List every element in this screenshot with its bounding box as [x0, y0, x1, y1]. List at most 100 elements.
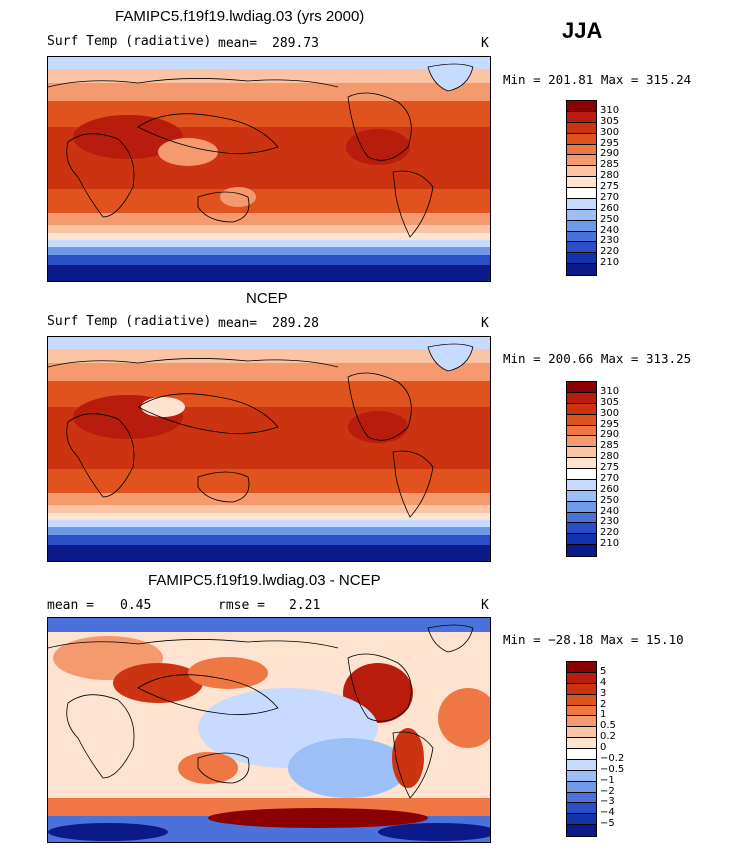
- panel1-colorbar-tick-label: 305: [600, 115, 620, 127]
- panel3-colorbar: [566, 661, 597, 837]
- panel3-colorbar-swatch: [567, 814, 596, 826]
- panel1-colorbar-swatch: [567, 166, 596, 178]
- panel2-colorbar-swatch: [567, 382, 596, 393]
- panel2-colorbar-tick-label: 285: [600, 440, 620, 452]
- panel2-mean-value: 289.28: [272, 316, 319, 331]
- panel2-title: NCEP: [246, 290, 288, 307]
- panel3-colorbar-tick-label: 3: [600, 687, 607, 699]
- panel2-colorbar-tick-label: 250: [600, 494, 620, 506]
- panel3-colorbar-tick-label: 5: [600, 665, 607, 677]
- panel2-units: K: [481, 316, 489, 331]
- panel2-colorbar-swatch: [567, 523, 596, 535]
- panel2-colorbar-tick-label: 260: [600, 483, 620, 495]
- panel1-colorbar: [566, 100, 597, 276]
- panel3-minmax: Min = −28.18 Max = 15.10: [503, 632, 684, 647]
- panel2-colorbar-tick-label: 210: [600, 538, 620, 550]
- panel3-colorbar-swatch: [567, 825, 596, 836]
- panel2-colorbar-swatch: [567, 392, 596, 404]
- panel2-colorbar-tick-label: 220: [600, 527, 620, 539]
- panel2-colorbar-tick-label: 295: [600, 418, 620, 430]
- panel1-colorbar-swatch: [567, 101, 596, 112]
- panel2-colorbar-tick-label: 290: [600, 429, 620, 441]
- panel3-colorbar-tick-label: −1: [600, 774, 615, 786]
- panel3-colorbar-swatch: [567, 683, 596, 695]
- panel1-colorbar-tick-label: 300: [600, 126, 620, 138]
- panel2-minmax: Min = 200.66 Max = 313.25: [503, 351, 692, 366]
- panel2-colorbar-tick-label: 230: [600, 516, 620, 528]
- panel2-colorbar-swatch: [567, 469, 596, 480]
- panel3-colorbar-swatch: [567, 781, 596, 793]
- panel3-colorbar-tick-label: 2: [600, 698, 607, 710]
- panel1-colorbar-tick-label: 220: [600, 246, 620, 258]
- panel2-colorbar-swatch: [567, 501, 596, 513]
- panel2-mean-label: mean=: [218, 316, 258, 331]
- panel2-map: [47, 336, 491, 562]
- panel2-colorbar-swatch: [567, 414, 596, 426]
- panel1-colorbar-tick-label: 230: [600, 235, 620, 247]
- panel3-colorbar-swatch: [567, 694, 596, 706]
- panel3-colorbar-tick-label: 0.5: [600, 720, 616, 732]
- panel3-colorbar-tick-label: −0.2: [600, 752, 625, 764]
- panel1-map: [47, 56, 491, 282]
- panel3-colorbar-swatch: [567, 662, 596, 673]
- panel3-colorbar-swatch: [567, 770, 596, 782]
- panel1-colorbar-swatch: [567, 155, 596, 167]
- panel3-colorbar-swatch: [567, 792, 596, 804]
- panel1-colorbar-swatch: [567, 122, 596, 134]
- panel3-colorbar-swatch: [567, 759, 596, 771]
- panel1-colorbar-swatch: [567, 188, 596, 199]
- panel1-colorbar-tick-label: 210: [600, 257, 620, 269]
- panel3-colorbar-tick-label: −4: [600, 807, 615, 819]
- panel1-colorbar-tick-label: 240: [600, 224, 620, 236]
- panel2-colorbar-swatch: [567, 545, 596, 556]
- panel3-map: [47, 617, 491, 843]
- panel3-colorbar-swatch: [567, 716, 596, 728]
- panel2-colorbar-swatch: [567, 447, 596, 459]
- panel1-colorbar-swatch: [567, 242, 596, 254]
- panel2-colorbar-tick-label: 275: [600, 462, 620, 473]
- panel2-colorbar-tick-label: 305: [600, 396, 620, 408]
- panel1-variable-label: Surf Temp (radiative): [47, 34, 212, 49]
- panel2-colorbar-swatch: [567, 403, 596, 415]
- panel1-colorbar-swatch: [567, 220, 596, 232]
- panel1-colorbar-tick-label: 260: [600, 202, 620, 214]
- panel1-colorbar-swatch: [567, 209, 596, 221]
- panel2-colorbar-swatch: [567, 479, 596, 491]
- panel1-colorbar-swatch: [567, 111, 596, 123]
- panel3-units: K: [481, 598, 489, 613]
- panel3-colorbar-tick-label: −0.5: [600, 763, 625, 775]
- panel3-colorbar-tick-label: −3: [600, 796, 615, 808]
- panel3-colorbar-tick-label: 4: [600, 676, 607, 688]
- panel3-mean-label: mean =: [47, 598, 94, 613]
- panel3-colorbar-swatch: [567, 749, 596, 760]
- panel2-colorbar-swatch: [567, 425, 596, 437]
- panel1-colorbar-tick-label: 285: [600, 159, 620, 171]
- panel1-colorbar-tick-label: 270: [600, 191, 620, 203]
- panel1-colorbar-swatch: [567, 133, 596, 145]
- panel1-colorbar-tick-label: 280: [600, 170, 620, 182]
- panel1-minmax: Min = 201.81 Max = 315.24: [503, 72, 692, 87]
- panel3-colorbar-swatch: [567, 705, 596, 717]
- panel2-colorbar-swatch: [567, 512, 596, 524]
- panel3-colorbar-swatch: [567, 727, 596, 739]
- panel2-colorbar: [566, 381, 597, 557]
- panel1-mean-value: 289.73: [272, 36, 319, 51]
- panel1-colorbar-tick-label: 290: [600, 148, 620, 160]
- panel2-colorbar-tick-label: 240: [600, 505, 620, 517]
- panel1-title: FAMIPC5.f19f19.lwdiag.03 (yrs 2000): [115, 8, 365, 25]
- panel3-colorbar-swatch: [567, 803, 596, 815]
- panel1-colorbar-swatch: [567, 177, 596, 188]
- panel1-colorbar-tick-label: 310: [600, 104, 620, 116]
- panel2-variable-label: Surf Temp (radiative): [47, 314, 212, 329]
- panel2-colorbar-swatch: [567, 436, 596, 448]
- panel1-colorbar-swatch: [567, 144, 596, 156]
- panel2-colorbar-swatch: [567, 458, 596, 469]
- panel2-colorbar-swatch: [567, 490, 596, 502]
- panel3-rmse-value: 2.21: [289, 598, 321, 613]
- panel1-mean-label: mean=: [218, 36, 258, 51]
- panel1-colorbar-swatch: [567, 253, 596, 265]
- panel1-colorbar-tick-label: 250: [600, 213, 620, 225]
- panel1-colorbar-swatch: [567, 198, 596, 210]
- panel3-colorbar-tick-label: 0: [600, 742, 607, 753]
- panel2-colorbar-tick-label: 270: [600, 472, 620, 484]
